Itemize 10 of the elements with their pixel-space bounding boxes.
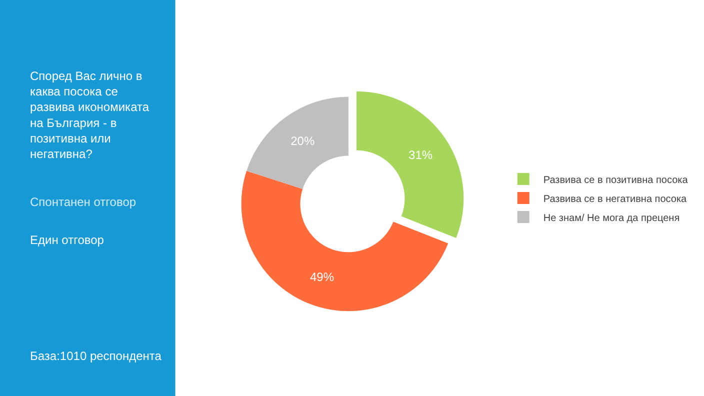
text: База:1010 респондента: [30, 349, 162, 363]
text: Спонтанен отговор: [30, 195, 136, 209]
text: Един отговор: [30, 233, 104, 247]
text: Според Вас лично в каква посока се развива икономиката на България - в позитивна или негативна?: [30, 69, 150, 161]
legend-label: Не знам/ Не мога да преценя: [543, 212, 680, 224]
legend-label: Развива се в позитивна посока: [543, 174, 688, 186]
data-label: 31%: [408, 148, 433, 162]
data-label: 49%: [310, 270, 334, 284]
data-label: 20%: [290, 134, 315, 148]
legend-label: Развива се в негативна посока: [543, 194, 688, 205]
